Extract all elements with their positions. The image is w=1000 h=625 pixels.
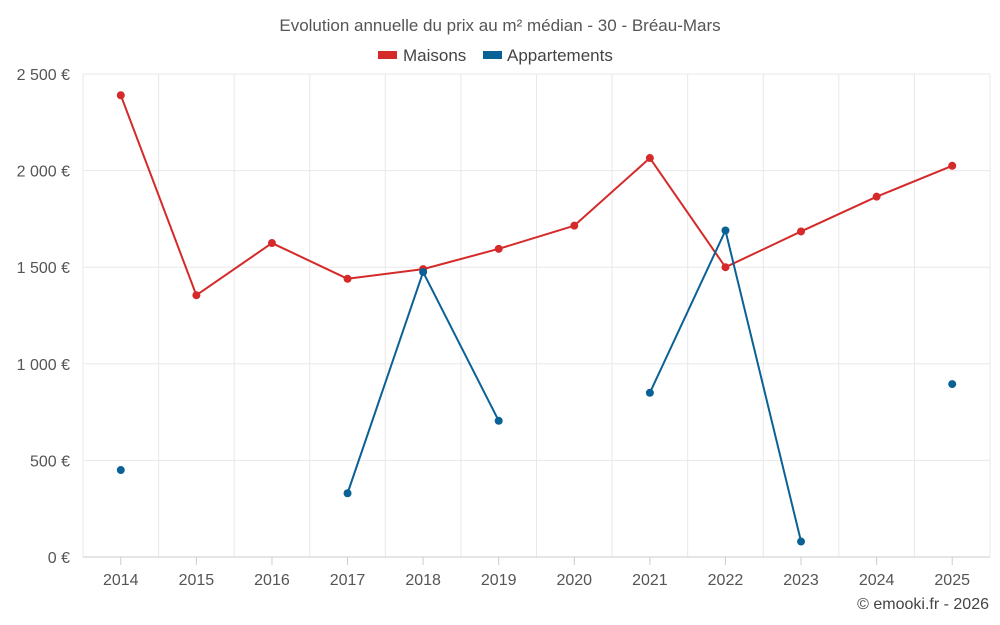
data-point-appartements-2017[interactable] <box>343 489 352 498</box>
x-tick-label: 2016 <box>254 572 290 589</box>
series-line-segment <box>346 268 425 280</box>
data-point-appartements-2023[interactable] <box>797 537 806 546</box>
axes: 0 € 500 € 1 000 € 1 500 € 2 000 € 2 500 € 2014… <box>17 67 990 589</box>
data-point-appartements-2022[interactable] <box>721 226 730 235</box>
legend-item-appartements[interactable]: Appartements <box>483 46 613 65</box>
series-line-segment <box>875 164 954 198</box>
series-line-segment <box>119 94 198 297</box>
series-line-segment <box>724 230 803 269</box>
series-line-segment <box>648 157 727 269</box>
legend-label: Maisons <box>403 46 466 65</box>
y-tick-label: 500 € <box>30 453 70 470</box>
x-tick-label: 2018 <box>405 572 441 589</box>
legend-swatch <box>483 51 502 59</box>
series-line-segment <box>497 224 576 250</box>
data-point-maisons-2022[interactable] <box>721 263 730 272</box>
x-tick-label: 2024 <box>859 572 895 589</box>
x-tick-label: 2020 <box>556 572 592 589</box>
legend-label: Appartements <box>507 46 613 65</box>
data-point-appartements-2014[interactable] <box>116 466 125 475</box>
y-tick-label: 2 500 € <box>17 67 70 84</box>
data-point-maisons-2020[interactable] <box>570 221 579 230</box>
data-point-appartements-2019[interactable] <box>494 416 503 425</box>
x-tick-label: 2019 <box>481 572 517 589</box>
series-line-segment <box>422 271 500 422</box>
series-appartements <box>116 226 957 546</box>
y-tick-label: 1 500 € <box>17 260 70 277</box>
x-tick-label: 2014 <box>103 572 139 589</box>
y-tick-label: 0 € <box>48 550 70 567</box>
y-tick-label: 2 000 € <box>17 164 70 181</box>
legend-swatch <box>378 51 397 59</box>
series-line-segment <box>573 157 651 227</box>
series-maisons <box>116 91 957 300</box>
series-line-segment <box>346 271 425 495</box>
data-point-maisons-2021[interactable] <box>645 154 654 163</box>
x-tick-label: 2017 <box>330 572 366 589</box>
series-layer <box>116 91 957 546</box>
data-point-maisons-2014[interactable] <box>116 91 125 100</box>
credit-text: © emooki.fr - 2026 <box>857 596 989 613</box>
legend-item-maisons[interactable]: Maisons <box>378 46 466 65</box>
series-line-segment <box>195 242 273 297</box>
series-line-segment <box>724 229 803 543</box>
series-line-segment <box>270 242 349 280</box>
data-point-maisons-2019[interactable] <box>494 244 503 253</box>
series-line-segment <box>800 195 878 233</box>
grid <box>82 73 991 557</box>
chart-title: Evolution annuelle du prix au m² médian … <box>279 16 720 35</box>
x-tick-label: 2022 <box>708 572 744 589</box>
series-line-segment <box>422 247 500 271</box>
data-point-maisons-2015[interactable] <box>192 291 201 300</box>
data-point-maisons-2025[interactable] <box>948 161 957 170</box>
data-point-maisons-2024[interactable] <box>872 192 881 201</box>
legend[interactable]: Maisons Appartements <box>378 46 613 65</box>
x-tick-label: 2023 <box>783 572 819 589</box>
series-line-segment <box>648 229 727 394</box>
data-point-maisons-2023[interactable] <box>797 227 806 236</box>
x-tick-label: 2025 <box>934 572 970 589</box>
y-tick-label: 1 000 € <box>17 357 70 374</box>
x-tick-label: 2021 <box>632 572 668 589</box>
data-point-appartements-2025[interactable] <box>948 380 957 389</box>
data-point-maisons-2017[interactable] <box>343 274 352 283</box>
data-point-appartements-2018[interactable] <box>419 268 428 277</box>
data-point-appartements-2021[interactable] <box>645 388 654 397</box>
data-point-maisons-2016[interactable] <box>267 239 276 248</box>
x-tick-label: 2015 <box>179 572 215 589</box>
